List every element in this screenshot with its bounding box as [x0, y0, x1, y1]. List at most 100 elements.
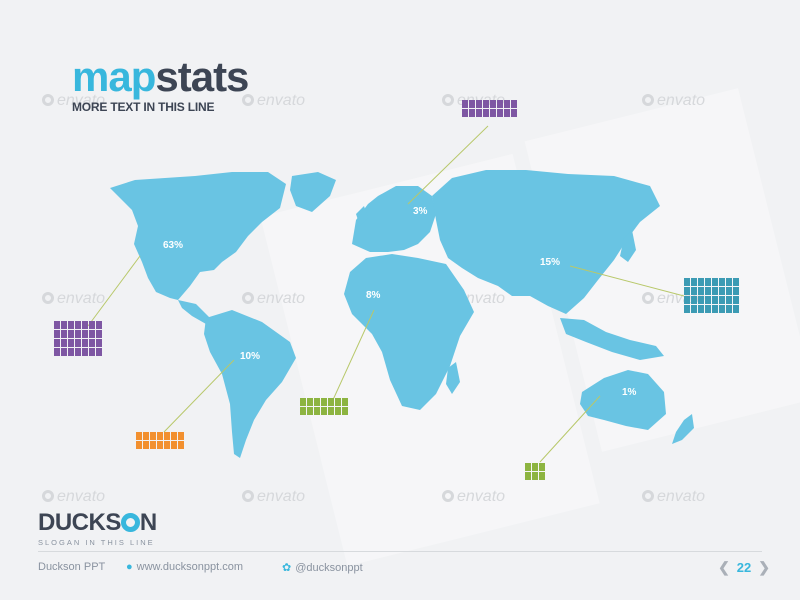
person-icon	[684, 305, 690, 313]
person-icon	[490, 109, 496, 117]
person-icon	[89, 321, 95, 329]
person-icon	[705, 287, 711, 295]
person-icon	[96, 348, 102, 356]
watermark: envato	[42, 290, 105, 308]
title-part-stats: stats	[155, 53, 249, 100]
person-icon	[150, 441, 156, 449]
envato-icon	[42, 490, 54, 502]
north-america-shape	[110, 172, 286, 300]
person-icon	[89, 348, 95, 356]
title-block: mapstats MORE TEXT IN THIS LINE	[72, 56, 249, 115]
envato-icon	[442, 490, 454, 502]
person-icon	[476, 100, 482, 108]
person-icon	[726, 287, 732, 295]
watermark: envato	[242, 290, 305, 308]
person-icon	[171, 441, 177, 449]
person-icon	[462, 100, 468, 108]
watermark: envato	[242, 488, 305, 506]
slogan: SLOGAN IN THIS LINE	[38, 538, 155, 547]
watermark: envato	[442, 488, 505, 506]
person-icon	[719, 296, 725, 304]
people-group-asia	[684, 278, 739, 313]
person-icon	[490, 100, 496, 108]
person-icon	[54, 339, 60, 347]
footer-divider	[38, 551, 762, 552]
person-icon	[691, 278, 697, 286]
prev-page-arrow-icon[interactable]: ❮	[718, 559, 730, 575]
person-icon	[75, 339, 81, 347]
person-icon	[698, 287, 704, 295]
callout-line-europe	[407, 125, 489, 205]
person-icon	[462, 109, 468, 117]
page-number: 22	[736, 560, 752, 575]
footer-website[interactable]: ● www.ducksonppt.com	[126, 561, 243, 573]
pager: ❮ 22 ❯	[718, 559, 770, 576]
person-icon	[719, 287, 725, 295]
person-icon	[532, 472, 538, 480]
twitter-icon: ✿	[282, 562, 292, 574]
envato-icon	[242, 490, 254, 502]
watermark: envato	[642, 92, 705, 110]
person-icon	[68, 321, 74, 329]
uk-shape	[356, 206, 368, 226]
person-icon	[705, 296, 711, 304]
person-icon	[321, 398, 327, 406]
person-icon	[314, 407, 320, 415]
person-icon	[712, 305, 718, 313]
envato-icon	[642, 94, 654, 106]
person-icon	[335, 407, 341, 415]
southeast-asia-shape	[560, 318, 664, 360]
person-icon	[307, 407, 313, 415]
watermark: envato	[42, 488, 105, 506]
envato-icon	[242, 94, 254, 106]
person-icon	[342, 407, 348, 415]
percent-label-asia: 15%	[540, 257, 561, 268]
person-icon	[61, 330, 67, 338]
person-icon	[96, 339, 102, 347]
person-icon	[68, 330, 74, 338]
envato-icon	[42, 94, 54, 106]
person-icon	[476, 109, 482, 117]
person-icon	[504, 109, 510, 117]
footer-website-text: www.ducksonppt.com	[136, 561, 244, 573]
envato-icon	[42, 292, 54, 304]
percent-label-africa: 8%	[366, 290, 381, 301]
person-icon	[143, 432, 149, 440]
percent-label-south-america: 10%	[240, 351, 261, 362]
title-part-map: map	[72, 53, 156, 100]
person-icon	[469, 109, 475, 117]
person-icon	[171, 432, 177, 440]
next-page-arrow-icon[interactable]: ❯	[758, 559, 770, 575]
callout-line-south-america	[163, 359, 235, 433]
callout-line-asia	[569, 265, 685, 297]
footer-twitter[interactable]: ✿ @ducksonppt	[282, 561, 363, 574]
madagascar-shape	[446, 362, 460, 394]
person-icon	[712, 296, 718, 304]
person-icon	[61, 339, 67, 347]
logo-text-part2: N	[139, 509, 157, 536]
people-group-north-america	[54, 321, 102, 356]
envato-icon	[642, 292, 654, 304]
page-subtitle: MORE TEXT IN THIS LINE	[72, 100, 215, 114]
person-icon	[525, 472, 531, 480]
people-group-africa	[300, 398, 348, 415]
person-icon	[719, 278, 725, 286]
percent-label-australia: 1%	[622, 387, 637, 398]
person-icon	[691, 305, 697, 313]
person-icon	[705, 305, 711, 313]
person-icon	[335, 398, 341, 406]
africa-shape	[344, 254, 474, 410]
person-icon	[539, 463, 545, 471]
person-icon	[726, 278, 732, 286]
person-icon	[726, 305, 732, 313]
callout-line-north-america	[87, 255, 141, 327]
watermark: envato	[642, 488, 705, 506]
person-icon	[698, 296, 704, 304]
person-icon	[328, 398, 334, 406]
person-icon	[89, 339, 95, 347]
logo-text: DUCKS N	[38, 510, 157, 536]
person-icon	[691, 287, 697, 295]
person-icon	[96, 321, 102, 329]
envato-icon	[642, 490, 654, 502]
person-icon	[307, 398, 313, 406]
